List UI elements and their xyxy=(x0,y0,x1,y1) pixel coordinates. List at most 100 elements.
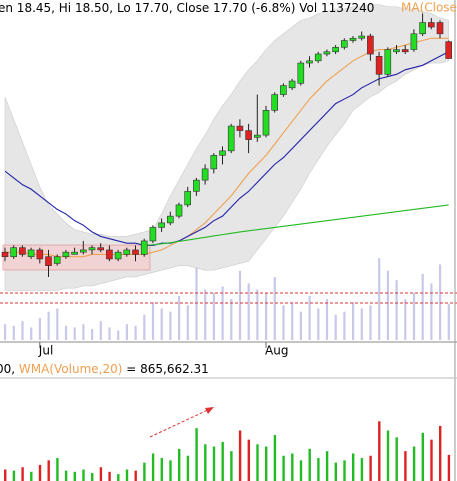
volume-bar xyxy=(325,451,329,481)
x-axis: Jul Aug xyxy=(38,342,288,358)
volume-bar xyxy=(117,474,120,481)
volume-bar xyxy=(38,317,41,340)
volume-bar xyxy=(125,324,128,340)
candle-body xyxy=(201,168,209,181)
volume-bar xyxy=(195,267,198,340)
volume-bar xyxy=(308,448,311,481)
volume-bar xyxy=(404,299,407,340)
candle-body xyxy=(149,227,157,242)
volume-bar xyxy=(178,448,181,481)
volume-bar xyxy=(160,308,163,340)
wma-label: WMA(Volume,20) xyxy=(19,362,123,376)
volume-bar xyxy=(360,308,363,340)
candle-body xyxy=(445,41,453,59)
candle-body xyxy=(384,49,392,75)
volume-bar xyxy=(134,470,137,481)
volume-bar xyxy=(412,446,416,481)
volume-bar xyxy=(204,289,207,340)
volume-bar xyxy=(412,292,416,340)
volume-bar xyxy=(4,324,7,340)
volume-bar xyxy=(38,464,42,481)
candle-body xyxy=(27,249,35,257)
candle-body xyxy=(62,251,70,257)
volume-bar xyxy=(12,470,16,481)
volume-bar xyxy=(282,305,285,340)
volume-bar xyxy=(212,292,215,340)
volume-bar xyxy=(64,325,68,340)
volume-bar xyxy=(430,283,433,340)
volume-bar xyxy=(151,453,155,481)
volume-bar xyxy=(421,432,424,481)
candle-body xyxy=(106,249,113,260)
volume-bar xyxy=(343,460,346,481)
volume-bar xyxy=(352,302,355,340)
volume-bar xyxy=(256,289,259,340)
volume-bar xyxy=(56,308,59,340)
volume-bar xyxy=(160,458,163,481)
candle-body xyxy=(167,215,174,224)
volume-bar xyxy=(343,311,346,340)
volume-bar xyxy=(334,314,337,340)
candle-body xyxy=(262,110,270,136)
volume-bar xyxy=(82,324,85,340)
candle-body xyxy=(306,60,313,64)
candle-body xyxy=(219,150,226,156)
volume-bar xyxy=(30,327,33,340)
volume-bar xyxy=(317,458,320,481)
volume-bar xyxy=(308,295,311,340)
candle-body xyxy=(88,247,96,251)
candle-body xyxy=(227,125,235,152)
candle-body xyxy=(393,49,400,53)
volume-bar xyxy=(430,439,433,481)
candle-body xyxy=(10,247,17,257)
volume-bar xyxy=(56,458,59,481)
volume-bar xyxy=(291,453,294,481)
candle-body xyxy=(297,62,305,84)
volume-bar xyxy=(282,455,285,481)
volume-bar xyxy=(73,471,76,481)
candle-body xyxy=(210,155,218,170)
candle-body xyxy=(245,130,252,140)
volume-bar xyxy=(91,328,94,340)
candle-body xyxy=(80,249,87,253)
volume-bar xyxy=(334,462,337,481)
volume-bar xyxy=(439,425,442,481)
volume-bar xyxy=(273,277,276,340)
consolidation-box xyxy=(2,244,151,271)
candle-body xyxy=(36,249,44,260)
volume-bar xyxy=(204,444,207,481)
volume-bar xyxy=(99,467,103,481)
candle-body xyxy=(375,55,383,75)
candle-body xyxy=(349,37,357,41)
volume-bar xyxy=(169,311,172,340)
volume-pane xyxy=(4,421,451,481)
volume-bar xyxy=(143,462,146,481)
volume-bar xyxy=(30,471,33,481)
trend-arrow xyxy=(149,407,213,438)
volume-bar xyxy=(47,460,50,481)
volume-bar xyxy=(378,421,381,481)
volume-bar xyxy=(21,467,24,481)
candle-body xyxy=(184,191,191,206)
volume-bar xyxy=(247,439,250,481)
volume-bar xyxy=(421,273,424,340)
candle-body xyxy=(323,51,331,55)
volume-bar xyxy=(186,305,189,340)
candle-body xyxy=(427,22,435,28)
candle-body xyxy=(358,35,366,39)
overlay-line xyxy=(4,51,449,246)
volume-bar xyxy=(360,458,364,481)
candle-body xyxy=(132,249,139,255)
volume-bar xyxy=(21,321,24,340)
bollinger-band xyxy=(4,4,450,291)
volume-bar xyxy=(386,430,390,481)
volume-bar xyxy=(82,469,85,481)
volume-bar xyxy=(238,270,242,340)
x-tick-label: Aug xyxy=(265,344,288,358)
header-values: en 18.45, Hi 18.50, Lo 17.70, Close 17.7… xyxy=(0,1,374,15)
wma-value: = 865,662.31 xyxy=(122,362,208,376)
candle-body xyxy=(332,46,339,53)
volume-bar xyxy=(447,304,450,340)
candle-body xyxy=(140,240,148,255)
